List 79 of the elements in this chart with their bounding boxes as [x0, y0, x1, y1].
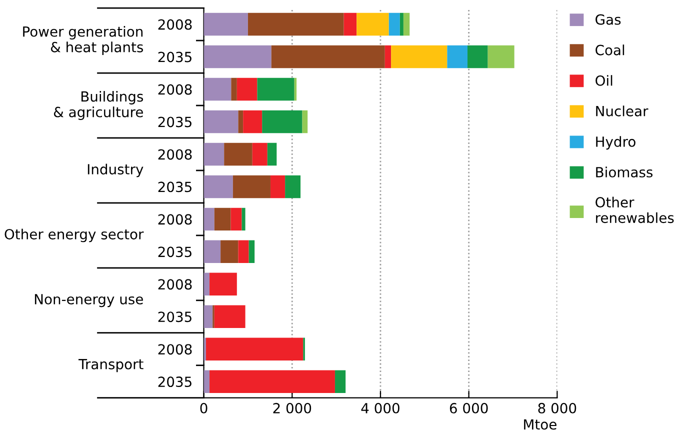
legend-label: Nuclear: [596, 106, 648, 116]
bar: [214, 208, 231, 231]
y-tick-label: 2008: [158, 84, 192, 95]
y-tick-label: 2035: [158, 376, 192, 388]
bar: [388, 12, 400, 36]
y-tick-label: 2035: [158, 246, 192, 258]
bar: [271, 45, 385, 68]
y-tick-label: 2035: [158, 116, 192, 128]
bar: [210, 370, 335, 393]
bar: [248, 240, 255, 264]
bar: [248, 12, 344, 36]
bar: [220, 240, 238, 264]
bar: [242, 208, 246, 231]
bar: [403, 12, 410, 36]
y-tick-label: 2008: [158, 344, 192, 355]
bar: [344, 12, 357, 36]
bar: [206, 338, 304, 360]
bar: [238, 110, 244, 134]
bar: [384, 45, 392, 68]
bar: [356, 12, 389, 36]
bar: [238, 240, 249, 264]
bar: [236, 78, 258, 101]
bar: [204, 208, 214, 231]
bar: [232, 175, 270, 198]
bar: [302, 110, 308, 134]
bar: [204, 142, 224, 166]
x-tick-label: 4 000: [361, 402, 400, 414]
legend-label: Hydro: [596, 136, 636, 150]
legend-label: Gas: [596, 14, 621, 25]
bar: [400, 12, 404, 36]
bar: [204, 240, 221, 264]
bar: [243, 110, 262, 134]
bar: [488, 45, 514, 68]
x-tick-label: 8 000: [538, 402, 576, 414]
legend-label: Oil: [596, 75, 612, 86]
y-tick-label: 2035: [158, 182, 192, 192]
x-axis-title: Mtoe: [524, 419, 556, 430]
y-tick-label: 2008: [158, 149, 192, 160]
y-tick-label: 2008: [158, 19, 192, 30]
legend-label: Biomass: [596, 166, 653, 178]
bar: [262, 110, 302, 134]
y-tick-label: 2035: [158, 52, 192, 62]
text: Power generation & heat plants: [23, 26, 144, 56]
bar: [214, 305, 246, 328]
bar: [204, 305, 213, 328]
bar: [230, 208, 242, 231]
text: Non-energy use: [34, 294, 143, 308]
bar: [267, 142, 277, 166]
legend-label: Coal: [596, 44, 624, 56]
bar: [294, 78, 297, 101]
bar: [204, 175, 233, 198]
bar: [391, 45, 448, 68]
bar: [204, 272, 210, 296]
text: Transport: [78, 359, 144, 372]
bar: [204, 12, 248, 36]
text: Other energy sector: [4, 228, 144, 242]
bar: [210, 272, 237, 296]
text: Buildings & agriculture: [54, 91, 144, 120]
legend-label: Other renewables: [596, 196, 674, 224]
bar: [285, 175, 301, 198]
bar: [334, 370, 346, 393]
bar: [257, 78, 294, 101]
bar: [231, 78, 237, 101]
y-tick-label: 2035: [158, 312, 192, 322]
y-tick-label: 2008: [158, 214, 192, 225]
bar: [204, 45, 272, 68]
bar: [204, 370, 210, 393]
bar: [270, 175, 286, 198]
x-tick-label: 6 000: [450, 402, 488, 414]
bar: [467, 45, 488, 68]
y-tick-label: 2008: [158, 279, 192, 290]
bar: [224, 142, 252, 166]
x-tick-label: 0: [200, 402, 208, 414]
x-tick-label: 2 000: [273, 402, 312, 414]
bar: [204, 78, 232, 101]
bar: [252, 142, 268, 166]
text: Industry: [88, 164, 144, 178]
bar: [447, 45, 468, 68]
bar: [204, 110, 238, 134]
